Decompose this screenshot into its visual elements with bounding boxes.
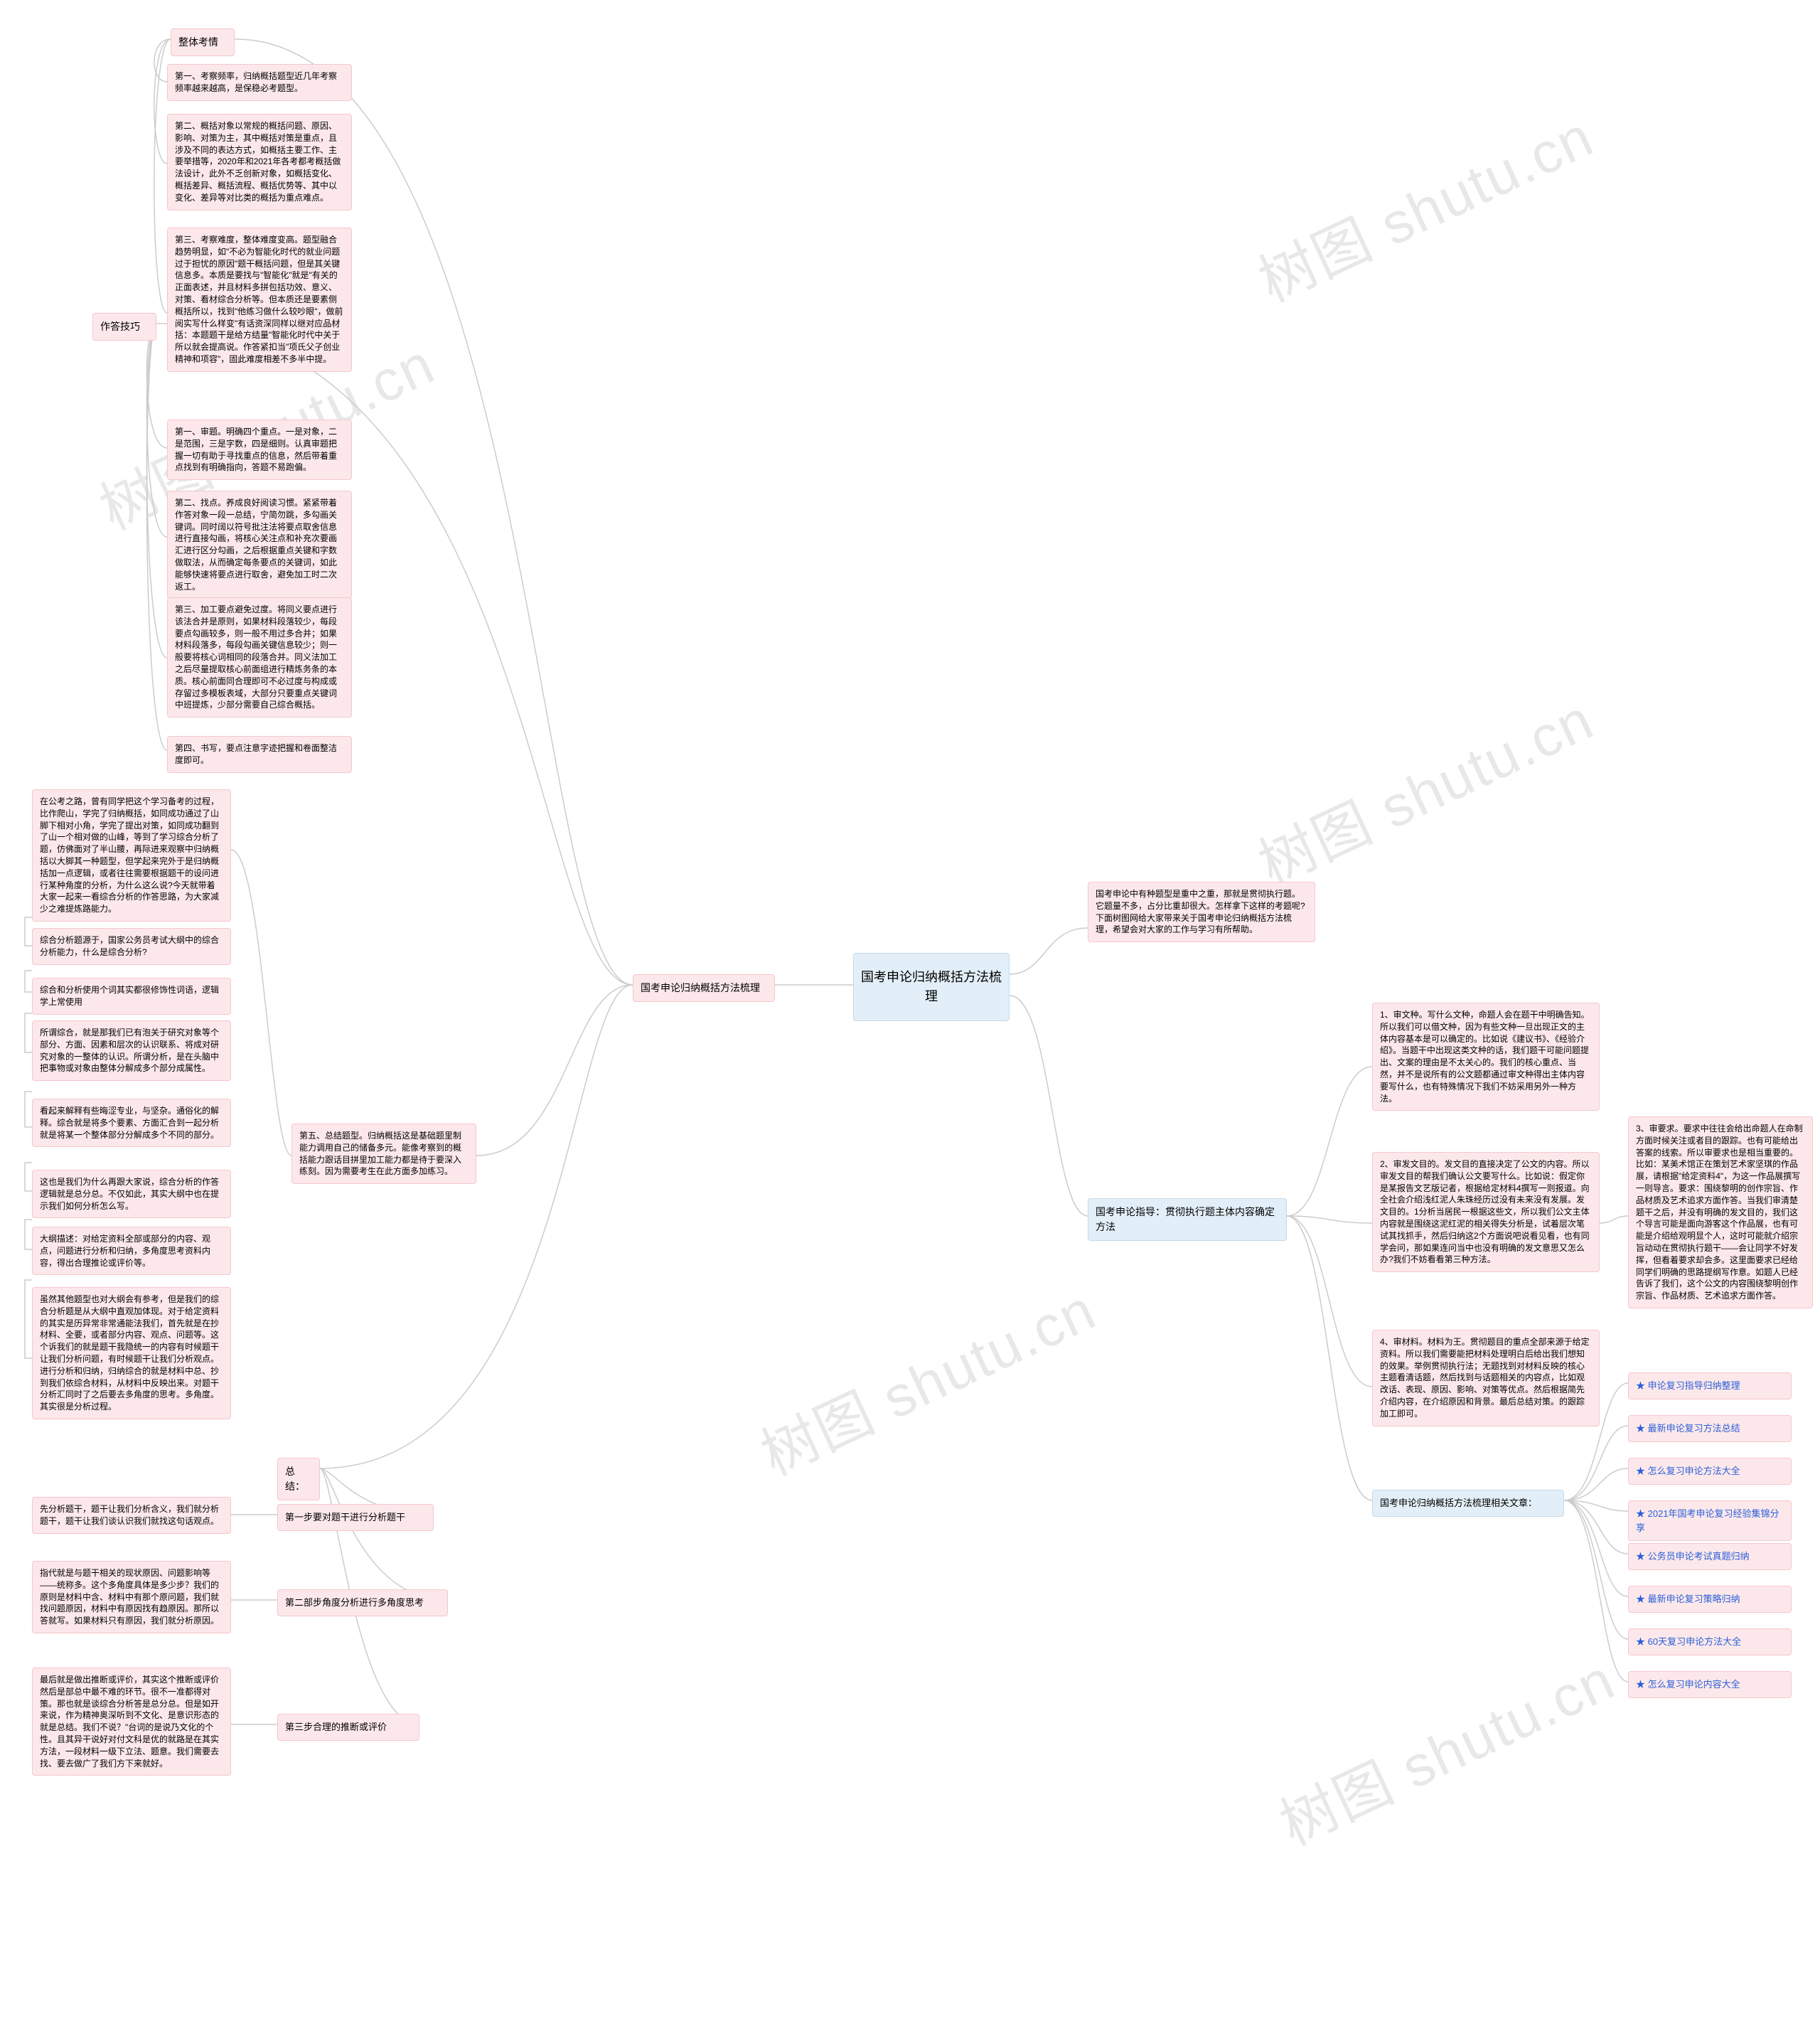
right-branch-label: 国考申论指导：贯彻执行题主体内容确定方法 [1088, 1198, 1287, 1241]
left-block: 第三、考察难度，整体难度变高。题型融合趋势明显，如"不必为智能化时代的就业问题过… [167, 228, 352, 372]
left-block: 第二、概括对象以常规的概括问题、原因、影响、对策为主，其中概括对策是重点，且涉及… [167, 114, 352, 210]
left-mid-block: 虽然其他题型也对大纲会有参考，但是我们的综合分析题是从大纲中直观加体现。对于给定… [32, 1287, 231, 1419]
right-child-2: 2、审发文目的。发文目的直接决定了公文的内容。所以审发文目的帮我们确认公文要写什… [1372, 1152, 1600, 1272]
right-links-label: 国考申论归纳概括方法梳理相关文章： [1372, 1490, 1564, 1517]
left-block: 第二、找点。养成良好阅读习惯。紧紧带着作答对象一段一总结，宁简勿跳，多勾画关键词… [167, 491, 352, 599]
summary-label: 总结： [277, 1458, 320, 1500]
left-main-label: 国考申论归纳概括方法梳理 [633, 974, 775, 1002]
link-item[interactable]: 最新申论复习方法总结 [1628, 1415, 1792, 1442]
link-item[interactable]: 2021年国考申论复习经验集锦分享 [1628, 1500, 1792, 1541]
bottom-left-2: 指代就是与题干相关的现状原因、问题影响等——统称多。这个多角度具体是多少步？我们… [32, 1561, 231, 1633]
left-fifth-block: 第五、总结题型。归纳概括这是基础题里制能力调用自己的储备多元。能像考察到的概括能… [291, 1124, 476, 1184]
watermark: 树图 shutu.cn [1265, 1634, 1626, 1861]
right-child-2-side: 3、审要求。要求中往往会给出命题人在命制方面时候关注或者目的跟踪。也有可能给出答… [1628, 1116, 1813, 1308]
bottom-right-1: 第一步要对题干进行分析题干 [277, 1504, 434, 1531]
left-block: 第一、考察频率，归纳概括题型近几年考察频率越来越高，是保稳必考题型。 [167, 64, 352, 101]
bottom-right-2: 第二部步角度分析进行多角度思考 [277, 1589, 448, 1616]
watermark: 树图 shutu.cn [1243, 674, 1605, 901]
link-item[interactable]: 60天复习申论方法大全 [1628, 1628, 1792, 1655]
bottom-right-3: 第三步合理的推断或评价 [277, 1714, 419, 1741]
left-mid-block: 综合分析题源于，国家公务员考试大纲中的综合分析能力，什么是综合分析? [32, 928, 231, 965]
right-child-1: 1、审文种。写什么文种，命题人会在题干中明确告知。所以我们可以借文种，因为有些文… [1372, 1003, 1600, 1111]
left-block: 第一、审题。明确四个重点。一是对象，二是范围，三是字数，四是细则。认真审题把握一… [167, 420, 352, 480]
watermark: 树图 shutu.cn [1243, 91, 1605, 318]
left-mid-block: 看起来解释有些晦涩专业，与坚杂。通俗化的解释。综合就是将多个要素、方面汇合到一起… [32, 1099, 231, 1147]
right-child-4: 4、审材料。材料为王。贯彻题目的重点全部来源于给定资料。所以我们需要能把材料处理… [1372, 1330, 1600, 1426]
left-block: 第四、书写，要点注意字迹把握和卷面整洁度即可。 [167, 736, 352, 773]
link-item[interactable]: 公务员申论考试真题归纳 [1628, 1543, 1792, 1570]
bottom-left-3: 最后就是做出推断或评价，其实这个推断或评价然后是部总中最不难的环节。很不一准都得… [32, 1668, 231, 1776]
right-intro: 国考申论中有种题型是重中之重，那就是贯彻执行题。它题量不多，占分比重却很大。怎样… [1088, 882, 1315, 942]
center-title: 国考申论归纳概括方法梳理 [853, 953, 1010, 1021]
left-mid-block: 这也是我们为什么再跟大家说，综合分析的作答逻辑就是总分总。不仅如此，其实大纲中也… [32, 1170, 231, 1218]
left-header-skill: 作答技巧 [92, 313, 156, 341]
left-mid-block: 综合和分析使用个词其实都很修饰性词语，逻辑学上常使用 [32, 978, 231, 1015]
left-mid-block: 大纲描述：对给定资料全部或部分的内容、观点，问题进行分析和归纳，多角度思考资料内… [32, 1227, 231, 1275]
link-item[interactable]: 申论复习指导归纳整理 [1628, 1372, 1792, 1399]
link-item[interactable]: 怎么复习申论内容大全 [1628, 1671, 1792, 1698]
link-item[interactable]: 怎么复习申论方法大全 [1628, 1458, 1792, 1485]
link-item[interactable]: 最新申论复习策略归纳 [1628, 1586, 1792, 1613]
bottom-left-1: 先分析题干，题干让我们分析含义，我们就分析题干，题干让我们谈认识我们就找这句话观… [32, 1497, 231, 1534]
left-mid-block: 所谓综合，就是那我们已有泡关于研究对象等个部分、方面、因素和层次的认识联系、将成… [32, 1020, 231, 1081]
watermark: 树图 shutu.cn [746, 1264, 1107, 1491]
left-header-overall: 整体考情 [171, 28, 235, 56]
left-block: 第三、加工要点避免过度。将同义要点进行该法合并是原则，如果材料段落较少，每段要点… [167, 597, 352, 718]
left-mid-block: 在公考之路，曾有同学把这个学习备考的过程，比作爬山，学完了归纳概括，如同成功通过… [32, 789, 231, 922]
